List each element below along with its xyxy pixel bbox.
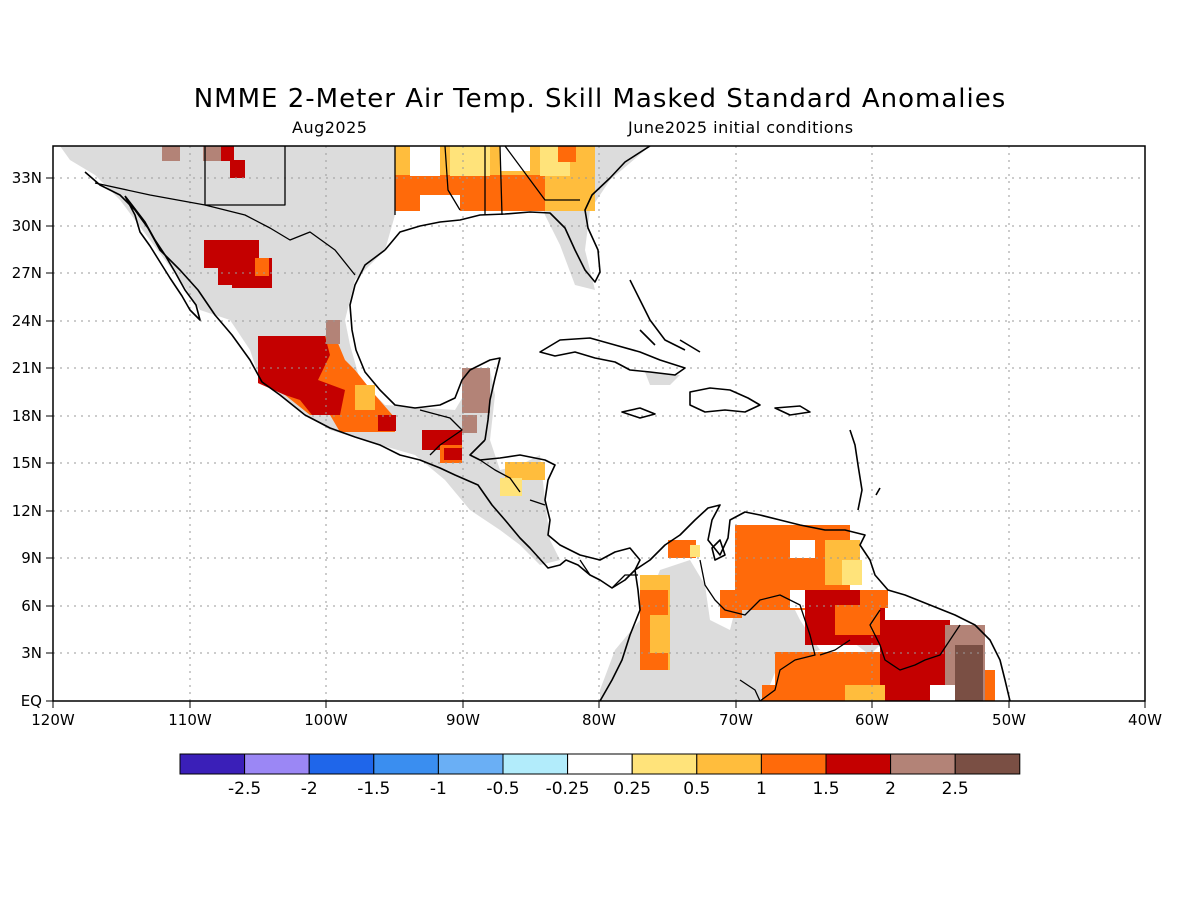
- colorbar-label: 1: [756, 779, 767, 799]
- lon-label: 70W: [719, 711, 753, 729]
- colorbar-swatch: [760, 753, 827, 775]
- colorbar-label: 0.5: [683, 779, 710, 799]
- forecast-month: Aug2025: [292, 118, 368, 137]
- lon-ticks: [52, 701, 1146, 708]
- colorbar-swatch: [244, 753, 310, 775]
- colorbar-label: 2: [885, 779, 896, 799]
- lat-label: 24N: [12, 312, 42, 330]
- lon-label: 40W: [1128, 711, 1162, 729]
- colorbar-swatch: [696, 753, 762, 775]
- lat-labels: 33N 30N 27N 24N 21N 18N 15N 12N 9N 6N 3N…: [12, 169, 42, 710]
- colorbar-swatch: [437, 753, 504, 775]
- lat-label: 27N: [12, 264, 42, 282]
- graticule: [53, 146, 1145, 701]
- colorbar-label: -0.5: [486, 779, 519, 799]
- map-plot-area: [53, 146, 1145, 701]
- lon-label: 110W: [168, 711, 212, 729]
- colorbar-swatch: [954, 753, 1021, 775]
- colorbar-label: -1.5: [357, 779, 390, 799]
- colorbar-label: -1: [430, 779, 447, 799]
- colorbar-label: 2.5: [942, 779, 969, 799]
- colorbar-swatch: [567, 753, 633, 775]
- colorbar-swatch: [308, 753, 375, 775]
- colorbar-swatch: [631, 753, 698, 775]
- lat-label: 30N: [12, 217, 42, 235]
- lat-label: 15N: [12, 454, 42, 472]
- lon-label: 100W: [304, 711, 348, 729]
- colorbar-label: -0.25: [546, 779, 590, 799]
- colorbar-labels: -2.5 -2 -1.5 -1 -0.5 -0.25 0.25 0.5 1 1.5 2 2.5: [228, 779, 969, 799]
- colorbar: [179, 753, 1021, 775]
- lat-label: 6N: [21, 597, 42, 615]
- lon-label: 120W: [31, 711, 75, 729]
- lat-label: EQ: [21, 692, 42, 710]
- colorbar-label: -2: [301, 779, 318, 799]
- lon-label: 80W: [582, 711, 616, 729]
- map-title: NMME 2-Meter Air Temp. Skill Masked Stan…: [193, 84, 1007, 114]
- lat-label: 21N: [12, 359, 42, 377]
- colorbar-swatch: [890, 753, 956, 775]
- lon-label: 60W: [855, 711, 889, 729]
- lon-label: 50W: [992, 711, 1026, 729]
- colorbar-label: 1.5: [812, 779, 839, 799]
- lat-ticks: [46, 177, 53, 702]
- colorbar-swatch: [825, 753, 892, 775]
- colorbar-swatch: [502, 753, 569, 775]
- initial-conditions: June2025 initial conditions: [628, 118, 854, 137]
- colorbar-swatch: [179, 753, 246, 775]
- lat-label: 12N: [12, 502, 42, 520]
- colorbar-label: 0.25: [613, 779, 651, 799]
- lat-label: 3N: [21, 644, 42, 662]
- lon-labels: 120W 110W 100W 90W 80W 70W 60W 50W 40W: [31, 711, 1162, 729]
- colorbar-label: -2.5: [228, 779, 261, 799]
- lat-label: 18N: [12, 407, 42, 425]
- lat-label: 9N: [21, 549, 42, 567]
- lon-label: 90W: [446, 711, 480, 729]
- coastlines: [84, 146, 1011, 701]
- colorbar-swatch: [373, 753, 439, 775]
- lat-label: 33N: [12, 169, 42, 187]
